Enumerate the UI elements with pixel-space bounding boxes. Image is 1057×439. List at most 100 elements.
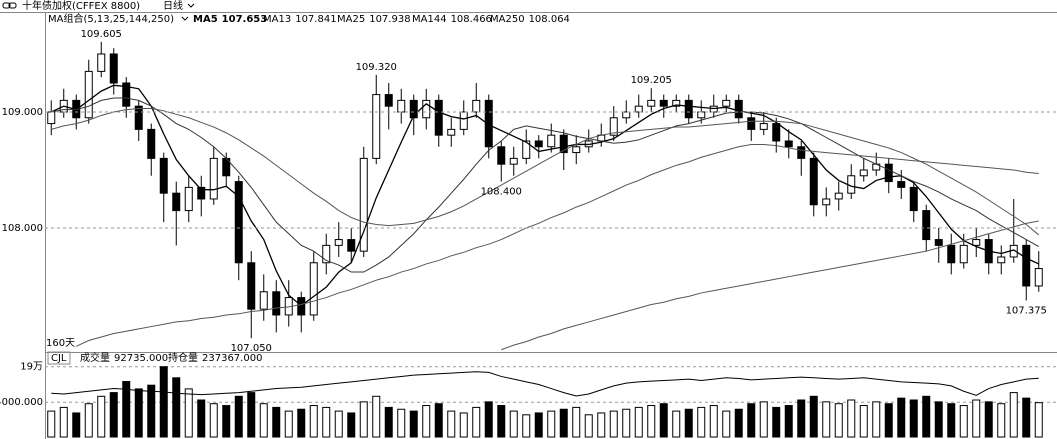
candle-body xyxy=(1034,268,1043,287)
candle-body xyxy=(47,111,56,125)
ma-indicator-label[interactable]: MA组合(5,13,25,144,250) xyxy=(48,12,174,25)
period-chevron[interactable] xyxy=(187,3,195,8)
ma-legend: MA250 108.064 xyxy=(490,14,570,25)
volume-bar xyxy=(559,408,568,438)
volume-bar xyxy=(759,401,768,438)
candle-body xyxy=(747,117,756,130)
volume-bar xyxy=(209,403,218,438)
period-count: 160天 xyxy=(46,338,75,349)
candle-body xyxy=(522,140,531,159)
legend-value: 107.653 xyxy=(222,14,268,25)
volume-bar xyxy=(722,410,731,438)
y-tick-label: 19万 xyxy=(20,362,43,373)
ma-line xyxy=(76,143,1039,347)
legend-value: 108.466 xyxy=(451,14,492,25)
volume-bar xyxy=(259,403,268,438)
volume-bar xyxy=(634,406,643,438)
legend-name: 持仓量 xyxy=(168,351,198,364)
candle-body xyxy=(272,291,281,316)
candle-body xyxy=(359,157,368,252)
volume-bar xyxy=(822,401,831,438)
candle-body xyxy=(897,181,906,188)
volume-bar xyxy=(334,410,343,438)
volume-bar xyxy=(372,395,381,438)
legend-name: 成交量 xyxy=(80,351,110,364)
y-tick-label: 109.000 xyxy=(2,107,43,118)
candle-body xyxy=(397,99,406,113)
volume-indicator-label[interactable]: CJL xyxy=(51,353,67,364)
candle-body xyxy=(209,157,218,200)
link-icon[interactable] xyxy=(2,2,17,9)
candle-body xyxy=(159,157,168,194)
candle-body xyxy=(959,244,968,264)
volume-bar xyxy=(484,401,493,438)
candle-body xyxy=(122,82,131,107)
volume-bar xyxy=(272,406,281,438)
volume-bar xyxy=(997,403,1006,438)
volume-bar xyxy=(697,406,706,438)
volume-bar xyxy=(447,410,456,438)
legend-value: 237367.000 xyxy=(202,353,262,364)
ma-line xyxy=(501,220,1039,350)
ma-legend: MA5 107.653 xyxy=(193,14,267,25)
open-interest-line xyxy=(51,371,1039,397)
ma-legend: MA13 107.841 xyxy=(263,14,337,25)
ma-line xyxy=(51,97,1039,273)
volume-bar xyxy=(297,408,306,438)
period-selector[interactable]: 日线 xyxy=(163,0,183,12)
candle-body xyxy=(759,123,768,130)
low-annotation: 107.375 xyxy=(1006,305,1047,316)
candle-body xyxy=(459,111,468,130)
candle-body xyxy=(197,186,206,200)
volume-bar xyxy=(184,388,193,438)
candle-body xyxy=(772,123,781,142)
candle-body xyxy=(434,99,443,136)
volume-bar xyxy=(47,410,56,438)
volume-bar xyxy=(397,408,406,438)
candle-body xyxy=(84,70,93,119)
volume-bar xyxy=(672,410,681,438)
volume-bar xyxy=(622,408,631,438)
candle-body xyxy=(572,146,581,154)
candle-body xyxy=(422,99,431,119)
indicator-chevron[interactable] xyxy=(181,16,189,21)
volume-bar xyxy=(684,408,693,438)
ma-line xyxy=(51,108,1040,236)
volume-bar xyxy=(472,406,481,438)
y-tick-label: 108.000 xyxy=(2,223,43,234)
candle-body xyxy=(309,262,318,316)
volume-bar xyxy=(59,406,68,438)
legend-value: 108.064 xyxy=(529,14,570,25)
volume-bar xyxy=(434,403,443,438)
volume-bar xyxy=(197,399,206,438)
candle-body xyxy=(472,99,481,113)
volume-bar xyxy=(234,395,243,438)
volume-bar xyxy=(1022,397,1031,438)
volume-bar xyxy=(784,405,793,438)
candle-body xyxy=(134,105,143,130)
volume-bar xyxy=(922,395,931,438)
candle-body xyxy=(234,181,243,264)
volume-bar xyxy=(147,384,156,438)
volume-bar xyxy=(522,414,531,438)
volume-bar xyxy=(884,403,893,438)
candle-body xyxy=(384,94,393,107)
candle-body xyxy=(934,239,943,246)
candle-body xyxy=(347,239,356,252)
volume-bar xyxy=(1034,402,1043,438)
candle-body xyxy=(259,291,268,310)
volume-bar xyxy=(97,395,106,438)
volume-bar xyxy=(497,405,506,438)
legend-name: MA13 xyxy=(263,14,291,25)
candle-body xyxy=(109,53,118,84)
candle-body xyxy=(547,134,556,148)
volume-bar xyxy=(1009,392,1018,438)
indicator-box[interactable] xyxy=(47,351,71,365)
volume-bar xyxy=(547,410,556,438)
volume-bar xyxy=(934,401,943,438)
volume-bar xyxy=(247,392,256,438)
volume-bar xyxy=(734,408,743,438)
volume-bar xyxy=(459,412,468,438)
candle-body xyxy=(484,99,493,148)
